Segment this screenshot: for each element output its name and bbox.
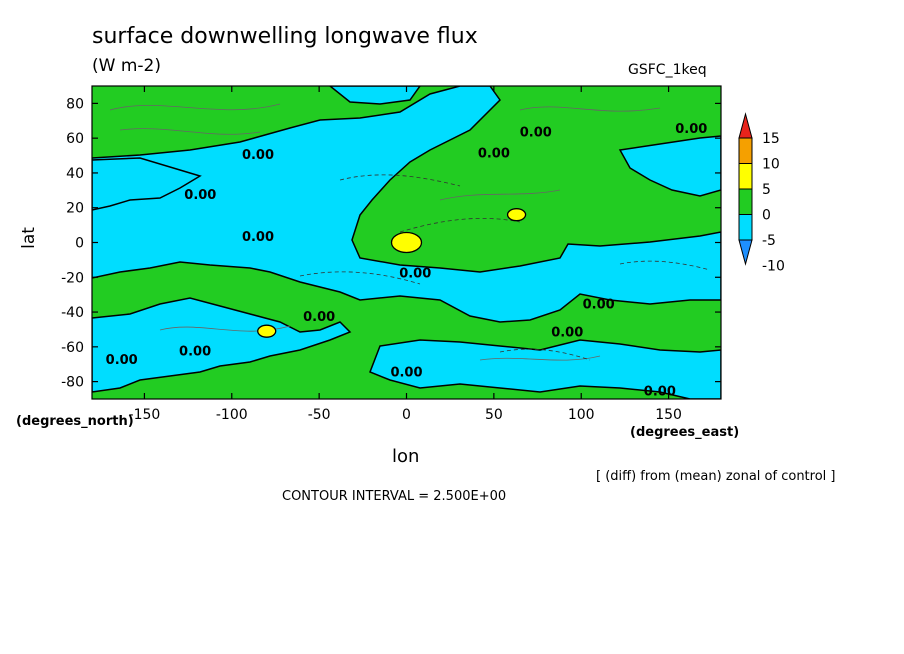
x-tick-label: 100 bbox=[568, 407, 595, 423]
x-axis-label: lon bbox=[392, 446, 420, 467]
contour-line bbox=[109, 103, 661, 361]
x-tick-label: 0 bbox=[402, 407, 411, 423]
contour-label: 0.00 bbox=[184, 188, 216, 203]
contour-label: 0.00 bbox=[583, 298, 615, 313]
contour-label: 0.00 bbox=[399, 266, 431, 281]
y-axis: 80 60 40 20 0 -20 -40 -60 -80 bbox=[61, 96, 721, 391]
colorbar-segment bbox=[738, 137, 753, 164]
y-tick-label: 60 bbox=[66, 131, 84, 147]
contour-label: 0.00 bbox=[644, 385, 676, 400]
contour-dashed bbox=[299, 174, 711, 361]
contour-label: 0.00 bbox=[520, 125, 552, 140]
colorbar-tick-label: 15 bbox=[762, 131, 780, 147]
negative-region-northwest bbox=[92, 157, 202, 211]
chart-title: surface downwelling longwave flux bbox=[92, 24, 478, 49]
x-tick-label: -100 bbox=[216, 407, 248, 423]
warm-anomaly bbox=[506, 208, 527, 222]
x-axis: -150 -100 -50 0 50 100 150 bbox=[129, 86, 682, 423]
colorbar-segment bbox=[738, 239, 753, 266]
warm-anomaly bbox=[390, 231, 423, 254]
y-tick-label: 0 bbox=[75, 236, 84, 252]
x-tick-label: -150 bbox=[129, 407, 161, 423]
contour-labels: 0.000.000.000.000.000.000.000.000.000.00… bbox=[106, 122, 708, 400]
y-tick-label: -80 bbox=[61, 375, 84, 391]
colorbar-segment bbox=[738, 163, 753, 190]
contour-label: 0.00 bbox=[242, 148, 274, 163]
contour-label: 0.00 bbox=[179, 345, 211, 360]
contour-label: 0.00 bbox=[303, 310, 335, 325]
x-tick-label: 50 bbox=[485, 407, 503, 423]
y-tick-label: -40 bbox=[61, 305, 84, 321]
x-unit-label: (degrees_east) bbox=[630, 425, 740, 440]
contour-label: 0.00 bbox=[478, 146, 510, 161]
contour-label: 0.00 bbox=[551, 325, 583, 340]
colorbar-tick-label: -10 bbox=[762, 259, 785, 275]
y-unit-label: (degrees_north) bbox=[16, 414, 134, 429]
y-tick-label: 80 bbox=[66, 96, 84, 112]
y-tick-label: -20 bbox=[61, 270, 84, 286]
y-tick-label: 40 bbox=[66, 166, 84, 182]
negative-region-central bbox=[92, 86, 721, 323]
chart-units: (W m-2) bbox=[92, 56, 161, 76]
contour-label: 0.00 bbox=[390, 365, 422, 380]
contour-label: 0.00 bbox=[106, 353, 138, 368]
colorbar-tick-label: 0 bbox=[762, 208, 771, 224]
colorbar-tick-label: 10 bbox=[762, 157, 780, 173]
x-tick-label: 150 bbox=[655, 407, 682, 423]
negative-region-northeast bbox=[618, 135, 721, 197]
colorbar-segment bbox=[738, 112, 753, 139]
x-tick-label: -50 bbox=[308, 407, 331, 423]
negative-region-south-2 bbox=[369, 339, 721, 399]
warm-anomaly bbox=[257, 324, 277, 338]
diff-note: [ (diff) from (mean) zonal of control ] bbox=[596, 469, 836, 484]
warm-anomalies bbox=[257, 208, 527, 338]
contour-interval: CONTOUR INTERVAL = 2.500E+00 bbox=[282, 489, 507, 504]
colorbar-tick-label: 5 bbox=[762, 182, 771, 198]
colorbar-segment bbox=[738, 214, 753, 241]
model-name: GSFC_1keq bbox=[628, 62, 707, 78]
colorbar-segment bbox=[738, 188, 753, 215]
colorbar-tick-label: -5 bbox=[762, 233, 776, 249]
contour-label: 0.00 bbox=[242, 230, 274, 245]
negative-region-north bbox=[328, 86, 421, 105]
contour-label: 0.00 bbox=[675, 122, 707, 137]
negative-region-south bbox=[92, 297, 352, 393]
y-tick-label: -60 bbox=[61, 340, 84, 356]
y-tick-label: 20 bbox=[66, 201, 84, 217]
colorbar: 15 10 5 0 -5 -10 bbox=[738, 112, 785, 275]
